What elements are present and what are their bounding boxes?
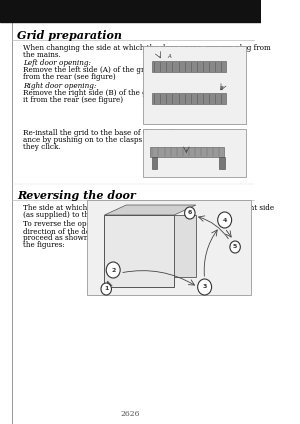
Text: A: A <box>167 54 171 59</box>
Text: they click.: they click. <box>22 143 60 151</box>
Text: B: B <box>219 86 223 91</box>
Text: Re-install the grid to the base of the appli-: Re-install the grid to the base of the a… <box>22 129 177 137</box>
Text: The side at which the door opens can be changed from the right side: The side at which the door opens can be … <box>22 204 274 212</box>
Text: Reversing the door: Reversing the door <box>17 190 136 201</box>
Bar <box>152 157 157 169</box>
Text: (as supplied) to the left side, if the installation site requires.: (as supplied) to the left side, if the i… <box>22 211 241 219</box>
Text: When changing the side at which the door opens, remove plug from: When changing the side at which the door… <box>22 44 270 52</box>
Text: Remove the right side (B) of the grid cutting: Remove the right side (B) of the grid cu… <box>22 89 185 97</box>
Text: 6: 6 <box>188 210 192 215</box>
Text: 3: 3 <box>202 285 207 290</box>
Bar <box>174 215 196 277</box>
Bar <box>152 93 226 104</box>
Text: the figures:: the figures: <box>22 241 64 249</box>
Circle shape <box>198 279 212 295</box>
Text: proceed as shown in: proceed as shown in <box>22 234 97 242</box>
Circle shape <box>230 241 240 253</box>
Bar <box>87 200 251 295</box>
Text: 5: 5 <box>233 245 237 249</box>
Circle shape <box>101 283 112 295</box>
Text: Grid preparation: Grid preparation <box>17 30 122 41</box>
Text: 4: 4 <box>223 218 227 223</box>
Text: 2626: 2626 <box>121 410 140 418</box>
Text: from the rear (see figure): from the rear (see figure) <box>22 73 116 81</box>
Polygon shape <box>104 205 196 215</box>
Bar <box>143 46 246 124</box>
Text: Right door opening:: Right door opening: <box>22 82 96 90</box>
Text: Remove the left side (A) of the grid cutting it: Remove the left side (A) of the grid cut… <box>22 66 187 74</box>
Bar <box>104 215 174 287</box>
Circle shape <box>184 207 195 219</box>
Text: 1: 1 <box>104 287 108 292</box>
Bar <box>152 61 226 72</box>
Bar <box>219 157 225 169</box>
Circle shape <box>106 262 120 278</box>
Text: To reverse the opening: To reverse the opening <box>22 220 106 228</box>
Text: the mains.: the mains. <box>22 51 60 59</box>
Bar <box>143 129 246 177</box>
Text: 2: 2 <box>111 268 116 273</box>
Bar <box>150 147 224 157</box>
Bar <box>0 0 261 22</box>
Text: ance by pushing on to the clasps (a) until: ance by pushing on to the clasps (a) unt… <box>22 136 173 144</box>
Text: direction of the door,: direction of the door, <box>22 227 99 235</box>
Circle shape <box>218 212 232 228</box>
Text: it from the rear (see figure): it from the rear (see figure) <box>22 96 123 104</box>
Text: Left door opening:: Left door opening: <box>22 59 91 67</box>
